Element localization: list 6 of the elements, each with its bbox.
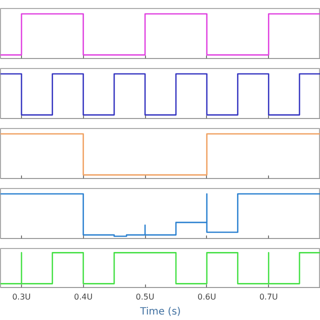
x-tick-label: 0.5U [136, 292, 154, 302]
x-tick-label: 0.6U [198, 292, 216, 302]
x-tick-label: 0.4U [74, 292, 93, 302]
x-tick-label: 0.3U [12, 292, 31, 302]
x-tick-label: 0.7U [259, 292, 278, 302]
x-axis-title: Time (s) [139, 306, 181, 318]
